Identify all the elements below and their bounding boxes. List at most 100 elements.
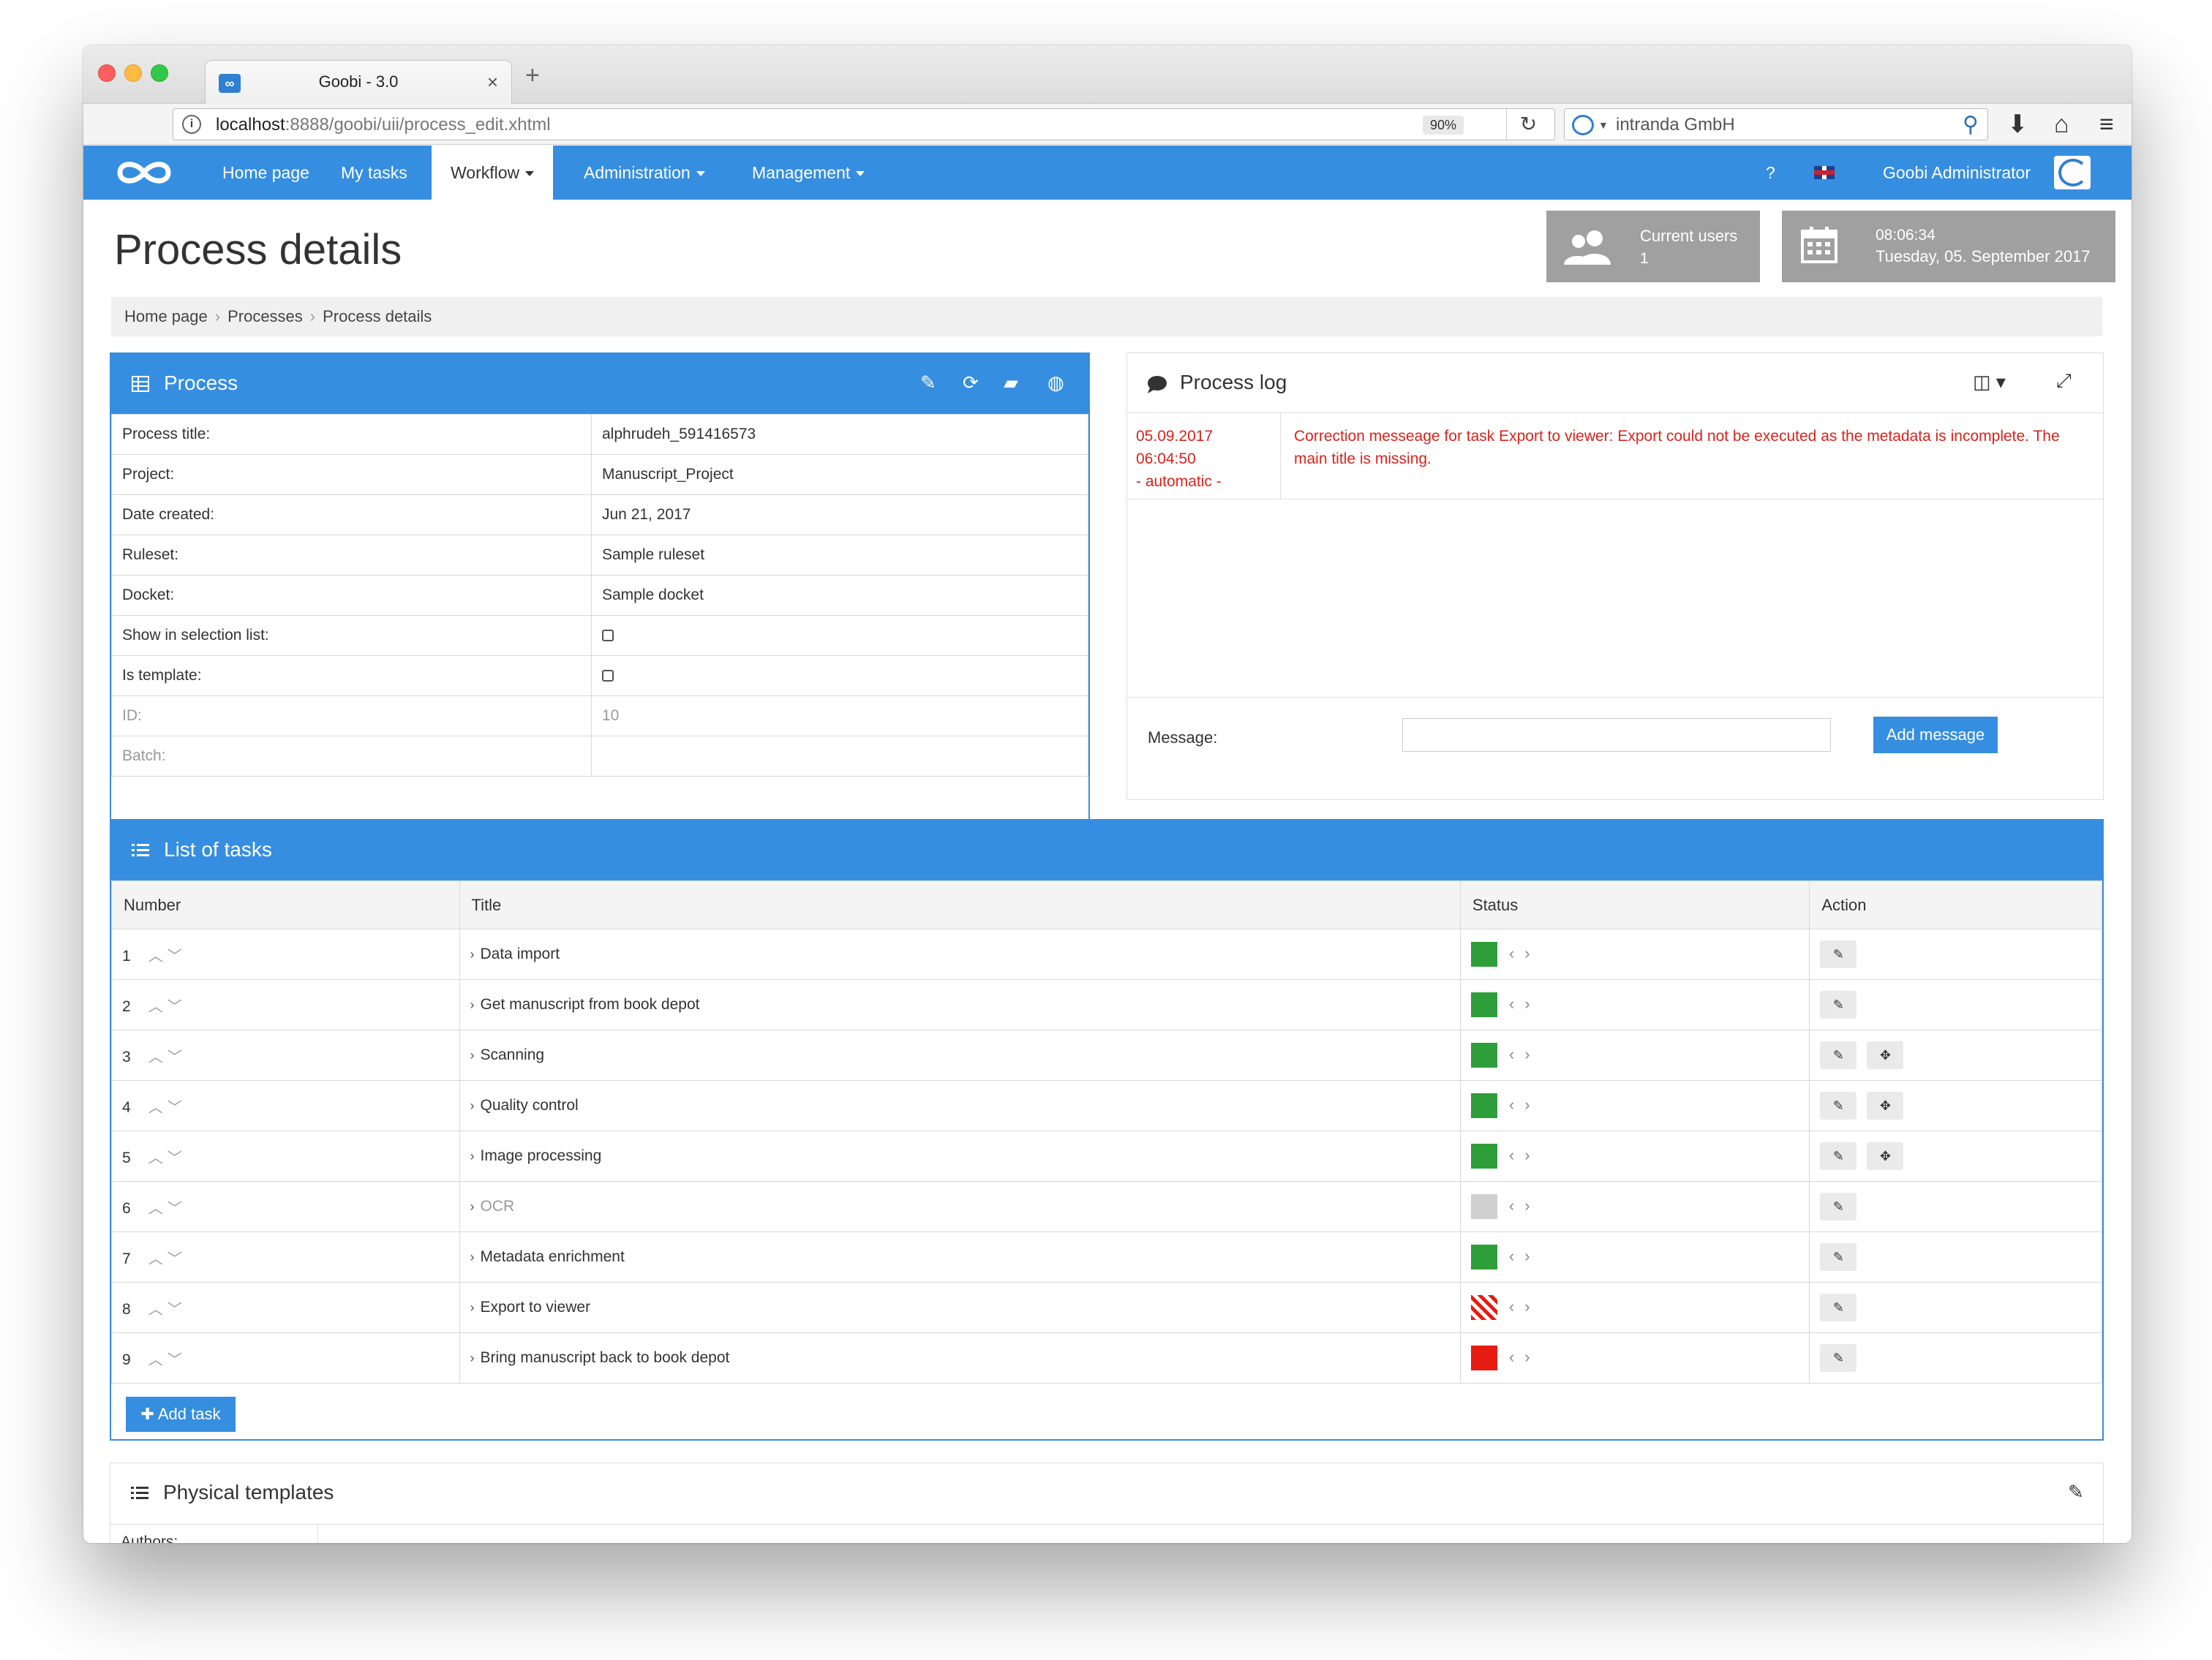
task-title-cell[interactable]: › OCR (459, 1181, 1461, 1232)
task-title[interactable]: Data import (480, 946, 560, 962)
pencil-icon[interactable]: ✎ (920, 371, 936, 393)
task-title[interactable]: Export to viewer (480, 1299, 591, 1316)
new-tab-button[interactable]: + (525, 61, 540, 89)
refresh-icon[interactable]: ⟳ (963, 371, 979, 393)
task-title[interactable]: Get manuscript from book depot (480, 996, 700, 1013)
move-down-icon[interactable]: ﹀ (167, 998, 187, 1015)
move-down-icon[interactable]: ﹀ (167, 1099, 187, 1116)
move-up-icon[interactable]: ︿ (148, 948, 168, 965)
task-title[interactable]: Bring manuscript back to book depot (480, 1349, 730, 1366)
info-icon[interactable]: i (182, 115, 201, 134)
move-down-icon[interactable]: ﹀ (167, 1049, 187, 1065)
chevron-left-icon[interactable]: ‹ (1508, 1196, 1525, 1215)
task-title-cell[interactable]: › Get manuscript from book depot (459, 979, 1461, 1030)
task-title-cell[interactable]: › Export to viewer (459, 1282, 1461, 1333)
chevron-right-icon[interactable]: › (470, 947, 475, 962)
chevron-right-icon[interactable]: › (470, 1199, 475, 1214)
goobi-logo-icon[interactable] (111, 156, 177, 189)
nav-item-workflow[interactable]: Workflow (432, 146, 554, 200)
edit-task-button[interactable]: ✎ (1820, 940, 1857, 968)
task-title[interactable]: Metadata enrichment (480, 1248, 625, 1265)
edit-task-button[interactable]: ✎ (1820, 1041, 1857, 1069)
task-title-cell[interactable]: › Bring manuscript back to book depot (459, 1332, 1461, 1384)
reload-icon[interactable]: ↻ (1506, 109, 1550, 140)
edit-task-button[interactable]: ✎ (1820, 1142, 1857, 1170)
move-down-icon[interactable]: ﹀ (167, 948, 187, 965)
home-icon[interactable]: ⌂ (2054, 110, 2069, 138)
chevron-right-icon[interactable]: › (1524, 994, 1540, 1013)
task-title-cell[interactable]: › Scanning (459, 1030, 1461, 1081)
chevron-right-icon[interactable]: › (470, 1149, 475, 1163)
move-up-icon[interactable]: ︿ (148, 1150, 168, 1166)
columns-toggle-icon[interactable]: ◫ ▾ (1973, 371, 2006, 393)
task-title[interactable]: Scanning (480, 1046, 545, 1063)
nav-item-administration[interactable]: Administration (565, 146, 724, 200)
expand-icon[interactable]: ⤢ (2056, 369, 2072, 391)
plugin-icon[interactable]: ✥ (1867, 1142, 1904, 1170)
task-title[interactable]: Image processing (480, 1147, 602, 1164)
chevron-right-icon[interactable]: › (470, 1098, 475, 1113)
task-title[interactable]: OCR (480, 1198, 515, 1215)
plugin-icon[interactable]: ✥ (1867, 1092, 1904, 1120)
chevron-left-icon[interactable]: ‹ (1508, 1246, 1525, 1265)
chevron-right-icon[interactable]: › (1524, 1145, 1540, 1164)
message-input[interactable] (1402, 718, 1831, 752)
search-input[interactable]: intranda GmbH (1616, 115, 1735, 135)
search-engine-icon[interactable] (1572, 115, 1594, 135)
move-down-icon[interactable]: ﹀ (167, 1150, 187, 1166)
book-icon[interactable]: ▰ (1004, 371, 1018, 393)
chevron-right-icon[interactable]: › (1524, 943, 1540, 962)
chevron-right-icon[interactable]: › (470, 1250, 475, 1264)
edit-task-button[interactable]: ✎ (1820, 1243, 1857, 1271)
chevron-right-icon[interactable]: › (470, 1351, 475, 1365)
chevron-right-icon[interactable]: › (470, 1300, 475, 1315)
chevron-right-icon[interactable]: › (1524, 1196, 1540, 1215)
edit-task-button[interactable]: ✎ (1820, 1344, 1857, 1372)
chevron-left-icon[interactable]: ‹ (1508, 1145, 1525, 1164)
url-bar[interactable]: i localhost:8888/goobi/uii/process_edit.… (173, 108, 1555, 140)
task-title-cell[interactable]: › Metadata enrichment (459, 1231, 1461, 1283)
move-up-icon[interactable]: ︿ (148, 1049, 168, 1065)
breadcrumb-item[interactable]: Home page (124, 307, 208, 325)
chevron-right-icon[interactable]: › (1524, 1044, 1540, 1063)
process-detail-checkbox-cell[interactable] (591, 655, 1088, 696)
add-task-button[interactable]: ✚ Add task (126, 1397, 236, 1432)
search-icon[interactable]: ⚲ (1963, 113, 1979, 137)
download-icon[interactable]: ⬇ (2007, 110, 2028, 138)
move-up-icon[interactable]: ︿ (148, 1200, 168, 1217)
edit-task-button[interactable]: ✎ (1820, 1294, 1857, 1321)
move-up-icon[interactable]: ︿ (148, 1099, 168, 1116)
move-down-icon[interactable]: ﹀ (167, 1200, 187, 1217)
zoom-window-button[interactable] (151, 64, 168, 82)
chevron-left-icon[interactable]: ‹ (1508, 1347, 1525, 1366)
zoom-level[interactable]: 90% (1422, 116, 1464, 135)
nav-item-my-tasks[interactable]: My tasks (322, 146, 426, 200)
task-title-cell[interactable]: › Data import (459, 929, 1461, 980)
task-title-cell[interactable]: › Quality control (459, 1080, 1461, 1131)
uk-flag-icon[interactable] (1814, 166, 1835, 179)
chevron-down-icon[interactable]: ▼ (1598, 119, 1609, 131)
move-down-icon[interactable]: ﹀ (167, 1250, 187, 1267)
move-down-icon[interactable]: ﹀ (167, 1301, 187, 1318)
pencil-icon[interactable]: ✎ (2068, 1481, 2084, 1503)
chevron-right-icon[interactable]: › (470, 1048, 475, 1063)
chevron-left-icon[interactable]: ‹ (1508, 994, 1525, 1013)
tab-close-icon[interactable]: × (486, 71, 498, 93)
chevron-left-icon[interactable]: ‹ (1508, 1297, 1525, 1316)
url-text[interactable]: localhost:8888/goobi/uii/process_edit.xh… (216, 115, 551, 135)
globe-icon[interactable]: ◍ (1047, 371, 1064, 393)
help-link[interactable]: ? (1766, 163, 1775, 182)
chevron-right-icon[interactable]: › (1524, 1246, 1540, 1265)
process-detail-checkbox-cell[interactable] (591, 615, 1088, 656)
close-window-button[interactable] (98, 64, 116, 82)
chevron-left-icon[interactable]: ‹ (1508, 943, 1525, 962)
chevron-right-icon[interactable]: › (470, 997, 475, 1012)
checkbox[interactable] (602, 670, 614, 682)
browser-tab[interactable]: ∞ Goobi - 3.0 × (205, 60, 512, 104)
chevron-left-icon[interactable]: ‹ (1508, 1044, 1525, 1063)
chevron-left-icon[interactable]: ‹ (1508, 1095, 1525, 1114)
move-up-icon[interactable]: ︿ (148, 1301, 168, 1318)
checkbox[interactable] (602, 630, 614, 642)
task-title[interactable]: Quality control (480, 1097, 579, 1114)
chevron-right-icon[interactable]: › (1524, 1347, 1540, 1366)
